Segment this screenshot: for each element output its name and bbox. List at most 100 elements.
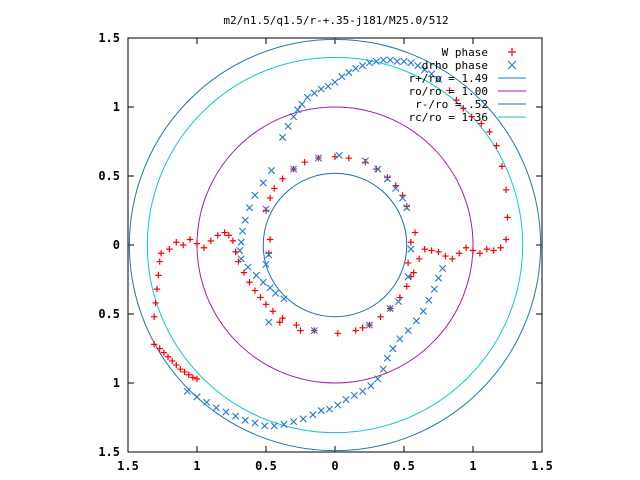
w-phase-point: [456, 250, 463, 257]
w-phase-point: [384, 174, 391, 181]
drho-phase-point: [394, 297, 403, 306]
drho-phase-point: [350, 391, 358, 400]
drho-phase-point: [374, 165, 382, 173]
drho-phase-point: [237, 255, 245, 263]
drho-phase-point: [265, 251, 273, 259]
drho-phase-point: [290, 418, 298, 426]
drho-phase-point: [267, 166, 276, 175]
drho-phase-point: [324, 82, 332, 90]
drho-phase-point: [261, 422, 269, 430]
w-phase-point: [407, 239, 415, 246]
drho-phase-point: [430, 285, 438, 293]
w-phase-point: [257, 294, 264, 301]
drho-phase-point: [252, 271, 260, 279]
drho-phase-point: [386, 56, 394, 64]
chart-title: m2/n1.5/q1.5/r-+.35-j181/M25.0/512: [223, 14, 448, 27]
w-phase-point: [207, 237, 214, 245]
drho-phase-point: [298, 100, 306, 108]
drho-phase-point: [386, 304, 394, 313]
drho-phase-point: [280, 420, 288, 428]
w-phase-point: [153, 285, 161, 293]
drho-phase-point: [266, 284, 274, 292]
drho-phase-point: [232, 412, 240, 420]
radius-circle: [128, 38, 542, 452]
w-phase-point: [173, 361, 180, 369]
drho-phase-point: [404, 273, 412, 281]
w-phase-point: [483, 245, 490, 253]
w-phase-point: [449, 255, 456, 262]
w-phase-point: [181, 368, 188, 376]
w-phase-point: [435, 248, 442, 256]
w-phase-point: [453, 96, 460, 104]
w-phase-point: [403, 283, 410, 290]
drho-phase-point: [434, 274, 443, 282]
drho-phase-point: [237, 238, 245, 246]
drho-phase-point: [352, 64, 360, 72]
y-tick-label: 1.5: [98, 31, 120, 45]
x-tick-label: 0: [331, 459, 338, 473]
w-phase-point: [221, 229, 228, 236]
w-phase-point: [411, 229, 419, 236]
w-phase-point: [359, 324, 366, 331]
w-phase-point: [442, 252, 449, 260]
w-phase-point: [362, 159, 369, 166]
w-phase-point: [498, 163, 506, 170]
w-phase-point: [157, 250, 165, 257]
drho-phase-point: [359, 62, 367, 70]
y-tick-label: 1.5: [98, 445, 120, 459]
drho-phase-point: [412, 317, 421, 325]
w-phase-point: [428, 247, 435, 254]
w-phase-point: [246, 279, 253, 286]
x-tick-label: 1.5: [531, 459, 553, 473]
radius-circle: [262, 172, 408, 318]
drho-phase-point: [294, 106, 302, 114]
drho-phase-point: [238, 227, 247, 235]
w-phase-point: [297, 327, 304, 334]
radius-circle: [146, 56, 524, 434]
w-phase-point: [271, 185, 278, 192]
w-phase-point: [168, 357, 176, 365]
drho-phase-point: [251, 419, 259, 427]
tick-layer: 1.5 1 0.5 0 0.5 1 1.51.510.500.511.5: [98, 31, 553, 473]
w-phase-point: [301, 159, 308, 166]
circle-layer: [128, 38, 542, 452]
w-phase-point: [189, 374, 197, 381]
drho-phase-point: [245, 204, 254, 212]
drho-phase-point: [193, 393, 201, 401]
w-phase-point: [293, 321, 300, 329]
w-phase-point: [502, 236, 510, 243]
drho-phase-point: [439, 264, 447, 273]
drho-phase-point: [244, 263, 252, 271]
drho-phase-point: [278, 133, 287, 141]
drho-phase-point: [414, 62, 422, 70]
w-phase-point: [177, 366, 184, 373]
w-phase-point: [415, 255, 423, 262]
drho-phase-point: [280, 295, 288, 303]
drho-phase-point: [383, 175, 392, 183]
drho-phase-point: [299, 415, 307, 423]
drho-phase-point: [419, 307, 427, 315]
w-phase-point: [156, 345, 163, 352]
drho-phase-point: [407, 245, 415, 253]
w-phase-point: [180, 241, 187, 249]
drho-phase-point: [241, 216, 249, 224]
w-phase-point: [377, 313, 384, 320]
drho-phase-point: [262, 260, 270, 268]
w-phase-point: [251, 287, 259, 294]
legend-label: rc/ro = 1.36: [409, 111, 488, 124]
drho-phase-point: [331, 78, 339, 86]
y-tick-label: 0.5: [98, 307, 120, 321]
w-phase-point: [193, 375, 201, 383]
w-phase-point: [225, 232, 232, 239]
drho-phase-point: [421, 66, 429, 74]
x-tick-label: 1.5: [117, 459, 139, 473]
drho-phase-point: [270, 422, 278, 430]
w-phase-point: [352, 327, 359, 334]
w-phase-point: [345, 154, 352, 162]
w-phase-point: [276, 319, 283, 326]
w-phase-point: [410, 269, 417, 276]
drho-phase-point: [428, 70, 436, 78]
y-tick-label: 0.5: [98, 169, 120, 183]
drho-phase-point: [259, 278, 267, 286]
